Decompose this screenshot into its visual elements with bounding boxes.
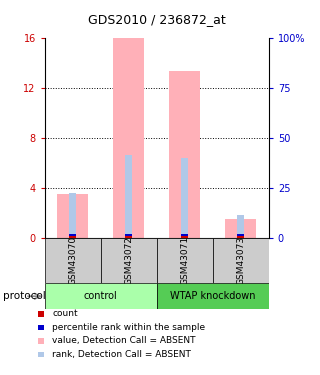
Bar bbox=[181, 236, 188, 238]
Bar bbox=[237, 234, 244, 236]
Bar bbox=[69, 234, 76, 236]
Text: GSM43072: GSM43072 bbox=[124, 236, 133, 285]
Text: GSM43070: GSM43070 bbox=[68, 236, 77, 285]
Bar bbox=[125, 155, 132, 238]
Bar bbox=[157, 283, 269, 309]
Bar bbox=[237, 215, 244, 238]
Bar bbox=[45, 238, 101, 283]
Text: rank, Detection Call = ABSENT: rank, Detection Call = ABSENT bbox=[52, 350, 191, 359]
Bar bbox=[181, 234, 188, 236]
Text: GDS2010 / 236872_at: GDS2010 / 236872_at bbox=[88, 13, 226, 26]
Text: control: control bbox=[84, 291, 118, 301]
Text: protocol: protocol bbox=[3, 291, 46, 301]
Bar bbox=[113, 38, 144, 238]
Bar bbox=[225, 219, 256, 238]
Bar bbox=[213, 238, 269, 283]
Bar bbox=[57, 194, 88, 238]
Bar bbox=[125, 234, 132, 236]
Bar bbox=[45, 283, 157, 309]
Bar bbox=[237, 236, 244, 238]
Text: percentile rank within the sample: percentile rank within the sample bbox=[52, 323, 205, 332]
Text: GSM43071: GSM43071 bbox=[180, 236, 189, 285]
Bar bbox=[181, 158, 188, 238]
Bar bbox=[157, 238, 213, 283]
Text: WTAP knockdown: WTAP knockdown bbox=[170, 291, 256, 301]
Bar bbox=[101, 238, 157, 283]
Text: count: count bbox=[52, 309, 78, 318]
Bar bbox=[69, 236, 76, 238]
Text: value, Detection Call = ABSENT: value, Detection Call = ABSENT bbox=[52, 336, 196, 345]
Bar bbox=[125, 236, 132, 238]
Bar bbox=[69, 193, 76, 238]
Bar bbox=[169, 71, 200, 238]
Text: GSM43073: GSM43073 bbox=[236, 236, 245, 285]
